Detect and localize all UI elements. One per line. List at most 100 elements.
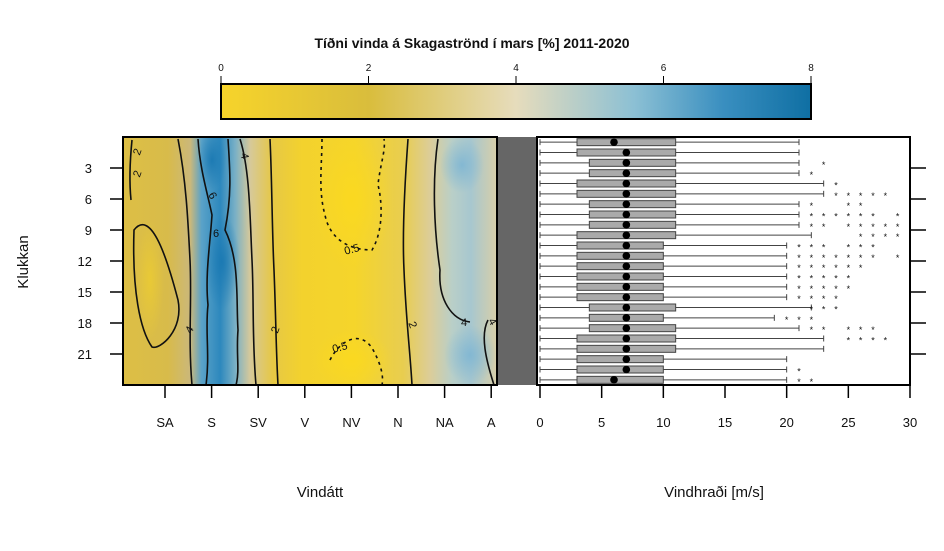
box-iqr bbox=[576, 375, 664, 384]
outlier-mark: * bbox=[847, 212, 851, 222]
outlier-mark: * bbox=[822, 212, 826, 222]
heatmap-na-patch bbox=[444, 325, 496, 385]
x-direction-label: N bbox=[393, 415, 402, 430]
box-iqr bbox=[576, 293, 664, 302]
outlier-mark: * bbox=[810, 274, 814, 284]
median-dot bbox=[622, 200, 631, 208]
outlier-mark: * bbox=[847, 284, 851, 294]
colorbar-ticks: 0 2 4 6 8 bbox=[218, 63, 814, 84]
outlier-mark: * bbox=[847, 263, 851, 273]
outlier-mark: * bbox=[810, 212, 814, 222]
box-hour-13: * * * * * * bbox=[539, 262, 863, 273]
box-iqr bbox=[588, 324, 677, 333]
box-hour-18: * * * bbox=[539, 313, 814, 325]
box-hour-24: * * bbox=[539, 375, 814, 387]
outlier-mark: * bbox=[859, 222, 863, 232]
box-hour-21 bbox=[539, 344, 825, 353]
median-dot bbox=[622, 334, 631, 343]
outlier-mark: * bbox=[822, 263, 826, 273]
box-hour-9: * * * * * * * bbox=[539, 220, 900, 232]
heatmap-panel: 2 2 4 6 6 4 2 0.5 0.5 2 4 4 bbox=[122, 136, 537, 386]
y-tick-label: 21 bbox=[78, 347, 92, 362]
median-dot bbox=[622, 231, 631, 239]
outlier-mark: * bbox=[810, 263, 814, 273]
box-iqr bbox=[588, 210, 677, 219]
outlier-mark: * bbox=[834, 294, 838, 304]
outlier-mark: * bbox=[822, 325, 826, 335]
box-iqr bbox=[576, 355, 664, 364]
median-dot bbox=[622, 169, 631, 177]
box-hour-8: * * * * * * * bbox=[539, 210, 900, 222]
median-dot bbox=[622, 262, 631, 270]
x-axis-title-direction: Vindátt bbox=[297, 484, 344, 501]
contour-sa-2-left bbox=[129, 139, 133, 201]
x-speed-label: 25 bbox=[841, 415, 855, 430]
x-axis-title-speed: Vindhraði [m/s] bbox=[664, 484, 764, 501]
heatmap-sa-core bbox=[136, 220, 164, 340]
outlier-mark: * bbox=[884, 336, 888, 346]
outlier-mark: * bbox=[810, 243, 814, 253]
y-tick-label: 15 bbox=[78, 285, 92, 300]
outlier-mark: * bbox=[871, 212, 875, 222]
box-hour-10: * * * * bbox=[539, 231, 900, 242]
contour-label: 4 bbox=[183, 324, 196, 335]
outlier-mark: * bbox=[859, 212, 863, 222]
boxplot-boxes: **** * * * ** * ** * * * * * ** * * * * * ** * * ** * * * * ** * * * *… bbox=[539, 138, 900, 387]
outlier-mark: * bbox=[871, 232, 875, 242]
y-axis-right bbox=[910, 167, 926, 355]
y-axis-left: 3 6 9 12 15 18 21 bbox=[78, 161, 123, 362]
outlier-mark: * bbox=[797, 294, 801, 304]
outlier-mark: * bbox=[859, 336, 863, 346]
outlier-mark: * bbox=[859, 191, 863, 201]
y-tick-label: 12 bbox=[78, 254, 92, 269]
outlier-mark: * bbox=[847, 222, 851, 232]
median-dot bbox=[622, 293, 631, 301]
median-dot bbox=[622, 241, 631, 250]
x-speed-label: 5 bbox=[598, 415, 605, 430]
outlier-mark: * bbox=[859, 232, 863, 242]
box-hour-23: * bbox=[539, 365, 801, 377]
contour-na-4-right bbox=[483, 319, 495, 386]
outlier-mark: * bbox=[871, 253, 875, 263]
x-direction-label: SA bbox=[156, 415, 174, 430]
outlier-mark: * bbox=[896, 222, 900, 232]
outlier-mark: * bbox=[797, 284, 801, 294]
chart-title: Tíðni vinda á Skagaströnd í mars [%] 201… bbox=[314, 35, 629, 51]
contour-nv-0-5-top bbox=[320, 138, 386, 251]
contour-label: 0.5 bbox=[331, 340, 349, 356]
heatmap-na-patch-top bbox=[440, 137, 484, 193]
box-iqr bbox=[576, 282, 664, 291]
contour-s-6-left bbox=[197, 138, 213, 386]
box-iqr bbox=[576, 365, 664, 374]
median-dot bbox=[622, 252, 631, 260]
contour-label: 0.5 bbox=[343, 242, 361, 258]
box-hour-1 bbox=[539, 138, 800, 147]
x-speed-label: 0 bbox=[536, 415, 543, 430]
x-direction-label: S bbox=[207, 415, 216, 430]
median-dot bbox=[622, 365, 631, 374]
outlier-mark: * bbox=[871, 222, 875, 232]
outlier-mark: * bbox=[797, 243, 801, 253]
median-dot bbox=[622, 345, 631, 353]
contour-labels: 2 2 4 6 6 4 2 0.5 0.5 2 4 4 bbox=[131, 147, 499, 356]
outlier-mark: * bbox=[847, 336, 851, 346]
outlier-mark: * bbox=[871, 336, 875, 346]
y-tick-label: 3 bbox=[85, 161, 92, 176]
median-dot bbox=[622, 355, 631, 363]
median-dot bbox=[622, 303, 631, 312]
outlier-mark: * bbox=[847, 191, 851, 201]
contour-sv-4 bbox=[239, 138, 257, 386]
contour-lines bbox=[129, 138, 495, 386]
contour-label: 2 bbox=[131, 169, 144, 179]
box-hour-22 bbox=[539, 355, 788, 364]
heatmap-nv-core-bottom bbox=[312, 330, 392, 385]
contour-sa-4-loop bbox=[132, 223, 180, 348]
outlier-mark: * bbox=[834, 263, 838, 273]
box-hour-6: * * * * * bbox=[539, 189, 888, 201]
median-dot bbox=[610, 138, 618, 146]
heatmap-surface bbox=[123, 137, 497, 385]
box-iqr bbox=[576, 262, 664, 271]
calm-column bbox=[497, 137, 537, 385]
y-axis-title: Klukkan bbox=[15, 235, 32, 288]
